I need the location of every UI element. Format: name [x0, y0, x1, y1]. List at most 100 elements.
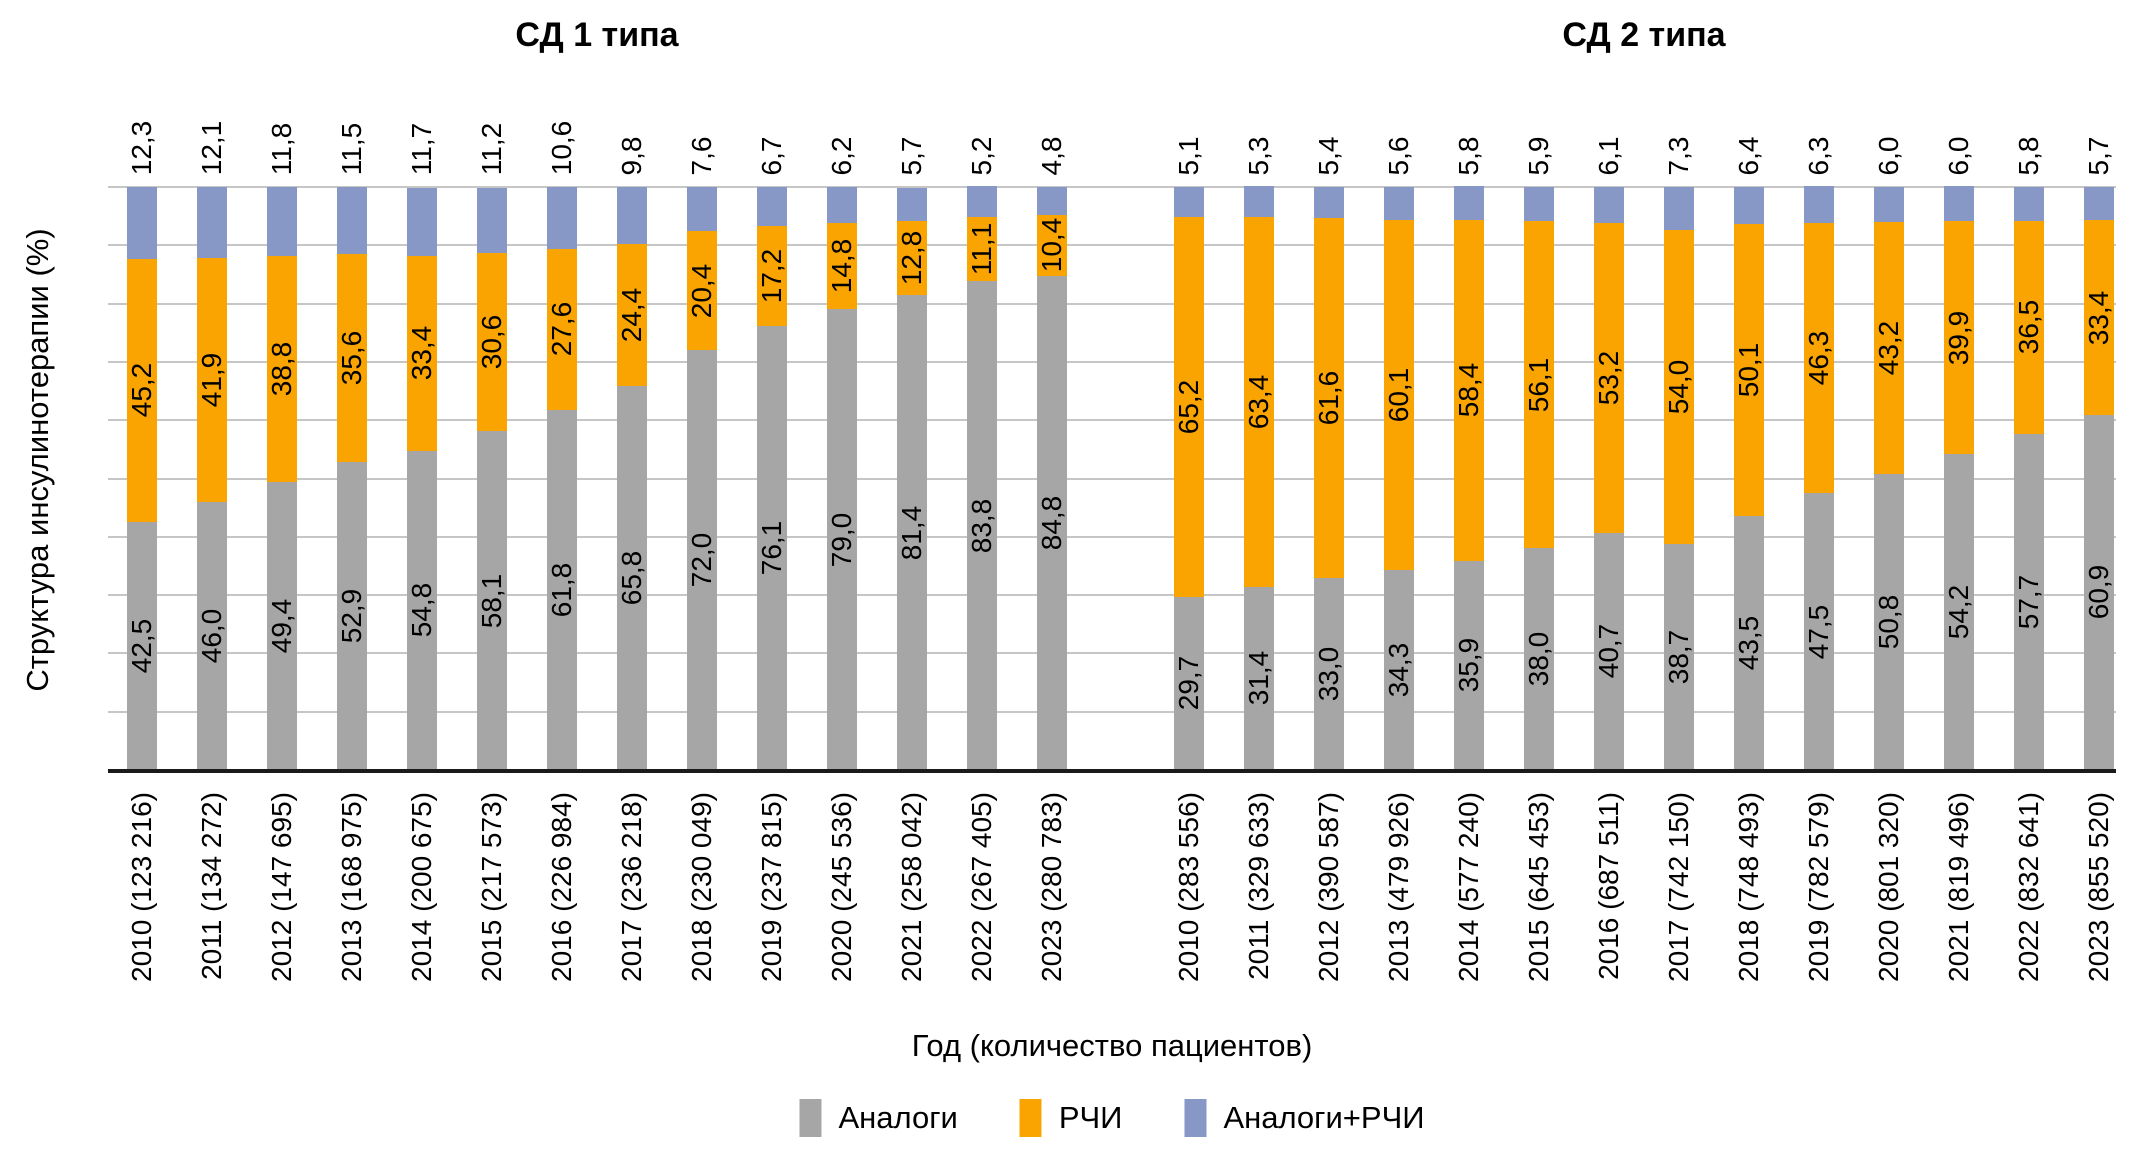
- value-label: 5,2: [966, 136, 997, 175]
- bar-segment-rchi: [1524, 221, 1554, 549]
- bar-segment-analogi-rchi: [1314, 187, 1344, 219]
- value-label: 4,8: [1036, 136, 1067, 175]
- panel-title-type1: СД 1 типа: [515, 16, 679, 54]
- value-label: 5,8: [1453, 136, 1484, 175]
- value-label: 6,4: [1733, 136, 1764, 175]
- gridline: [108, 360, 2116, 363]
- value-label: 60,9: [2083, 565, 2114, 620]
- bar-segment-analogi: [127, 522, 157, 770]
- value-label: 11,5: [336, 122, 367, 176]
- bar-segment-analogi-rchi: [757, 187, 787, 227]
- bar-segment-analogi: [1454, 560, 1484, 770]
- value-label: 20,4: [686, 263, 717, 319]
- value-label: 39,9: [1943, 310, 1974, 365]
- bar-segment-rchi: [1244, 217, 1274, 587]
- value-label: 33,4: [406, 325, 437, 381]
- legend-item-analogi: Аналоги: [799, 1099, 958, 1137]
- value-label: 6,1: [1593, 136, 1624, 175]
- bar-segment-analogi: [337, 461, 367, 770]
- bar-segment-rchi: [687, 231, 717, 351]
- value-label: 76,1: [756, 520, 787, 576]
- value-label: 11,2: [476, 122, 507, 176]
- bar-segment-rchi: [547, 248, 577, 410]
- value-label: 38,7: [1663, 629, 1694, 685]
- gridline: [108, 710, 2116, 713]
- bar-segment-rchi: [1734, 224, 1764, 517]
- bar-segment-rchi: [1804, 223, 1834, 494]
- bar-segment-analogi-rchi: [407, 187, 437, 256]
- bar-segment-analogi-rchi: [1454, 186, 1484, 221]
- bar-segment-analogi: [407, 450, 437, 770]
- bar-segment-analogi-rchi: [1384, 187, 1414, 220]
- value-label: 40,7: [1593, 624, 1624, 679]
- value-label: 9,8: [616, 136, 647, 175]
- x-axis-label: 2014 (200 675): [406, 792, 437, 982]
- value-label: 33,4: [2083, 290, 2114, 345]
- legend-label-analogi: Аналоги: [838, 1100, 958, 1135]
- value-label: 54,8: [406, 583, 437, 638]
- x-axis-label: 2021 (258 042): [896, 792, 927, 982]
- value-label: 5,4: [1313, 136, 1344, 175]
- bar-segment-analogi: [2084, 414, 2114, 770]
- value-label: 24,4: [616, 288, 647, 343]
- value-label: 54,2: [1943, 584, 1974, 640]
- bar-segment-analogi-rchi: [1874, 187, 1904, 222]
- value-label: 54,0: [1663, 359, 1694, 415]
- bar-segment-rchi: [197, 257, 227, 502]
- value-label: 12,8: [896, 230, 927, 286]
- bar-segment-rchi: [1384, 219, 1414, 571]
- value-label: 35,9: [1453, 638, 1484, 693]
- bar-segment-analogi: [1314, 577, 1344, 770]
- value-label: 65,2: [1173, 379, 1204, 435]
- value-label: 43,2: [1873, 320, 1904, 376]
- bar-segment-analogi-rchi: [2014, 187, 2044, 221]
- bar-segment-analogi: [267, 481, 297, 770]
- x-axis-label: 2018 (748 493): [1733, 792, 1764, 982]
- bar-segment-analogi: [757, 326, 787, 770]
- x-axis-label: 2011 (329 633): [1243, 792, 1274, 980]
- bar-segment-rchi: [617, 244, 647, 387]
- legend-label-analogi-rchi: Аналоги+РЧИ: [1223, 1100, 1425, 1135]
- bar-segment-analogi: [967, 281, 997, 770]
- bar-segment-analogi: [1944, 454, 1974, 770]
- gridline: [108, 535, 2116, 538]
- bar-segment-analogi: [1174, 596, 1204, 770]
- value-label: 38,0: [1523, 631, 1554, 687]
- value-label: 83,8: [966, 498, 997, 553]
- value-label: 5,7: [2083, 136, 2114, 175]
- bar-segment-rchi: [127, 258, 157, 523]
- legend-swatch-analogi-rchi: [1184, 1099, 1207, 1137]
- bar-segment-analogi: [547, 409, 577, 770]
- bar-segment-analogi-rchi: [547, 187, 577, 249]
- x-axis-title: Год (количество пациентов): [911, 1028, 1313, 1063]
- bar-segment-analogi: [1874, 473, 1904, 770]
- value-label: 11,8: [266, 122, 297, 176]
- bar-segment-analogi: [617, 386, 647, 770]
- legend-swatch-analogi: [799, 1099, 822, 1137]
- bar-segment-analogi-rchi: [1037, 187, 1067, 215]
- x-axis-label: 2017 (742 150): [1663, 792, 1694, 982]
- bar-segment-rchi: [827, 223, 857, 310]
- value-label: 35,6: [336, 330, 367, 386]
- value-label: 36,5: [2013, 299, 2044, 355]
- bar-segment-rchi: [1664, 229, 1694, 545]
- value-label: 38,8: [266, 341, 297, 397]
- value-label: 5,7: [896, 136, 927, 175]
- value-label: 5,6: [1383, 136, 1414, 175]
- bar-segment-analogi: [1244, 586, 1274, 770]
- value-label: 6,0: [1943, 136, 1974, 175]
- bar-segment-rchi: [2014, 220, 2044, 434]
- x-axis-label: 2022 (267 405): [966, 792, 997, 982]
- value-label: 31,4: [1243, 651, 1274, 706]
- value-label: 17,2: [756, 248, 787, 304]
- value-label: 49,4: [266, 598, 297, 654]
- x-axis-label: 2019 (237 815): [756, 792, 787, 982]
- bar-segment-analogi-rchi: [967, 186, 997, 217]
- bar-segment-rchi: [967, 216, 997, 282]
- value-label: 6,0: [1873, 136, 1904, 175]
- x-axis-label: 2015 (217 573): [476, 792, 507, 982]
- legend: Аналоги РЧИ Аналоги+РЧИ: [799, 1099, 1425, 1137]
- gridline: [108, 244, 2116, 247]
- value-label: 6,3: [1803, 136, 1834, 175]
